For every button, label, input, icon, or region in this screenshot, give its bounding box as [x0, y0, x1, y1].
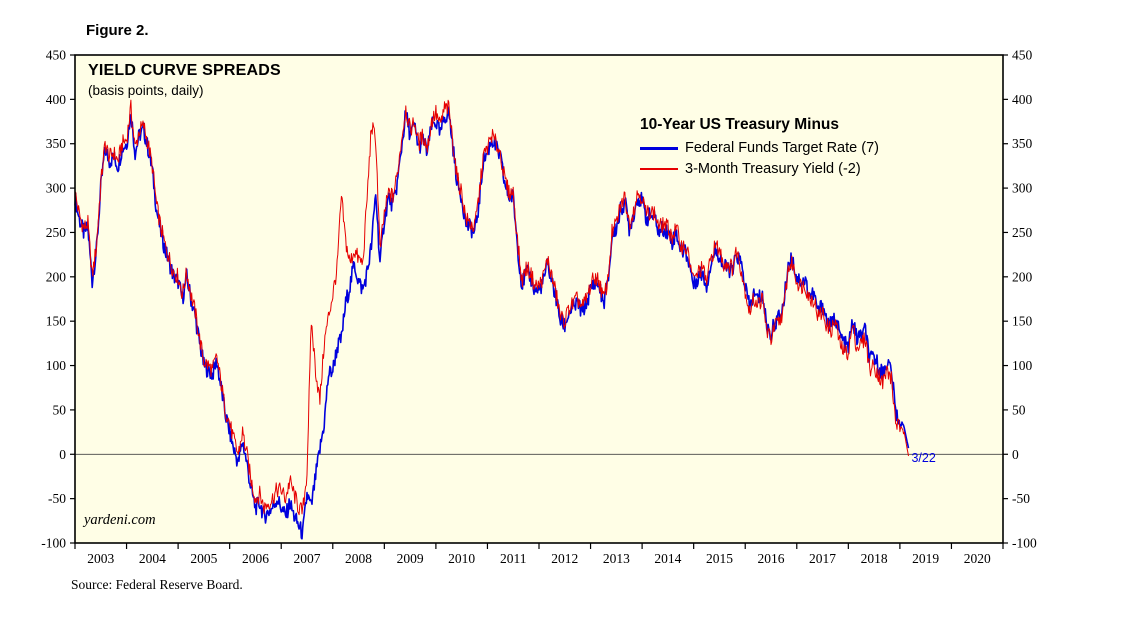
plot-area [75, 55, 1003, 543]
chart-legend: 10-Year US Treasury Minus Federal Funds … [640, 116, 879, 177]
watermark-yardeni: yardeni.com [84, 512, 156, 528]
x-axis-year-label: 2003 [87, 551, 114, 566]
legend-heading: 10-Year US Treasury Minus [640, 116, 840, 133]
y-axis-label-left: 400 [46, 92, 67, 107]
x-axis-year-label: 2013 [603, 551, 630, 566]
y-axis-label-left: 350 [46, 136, 67, 151]
end-date-annotation: 3/22 [911, 451, 935, 465]
source-note: Source: Federal Reserve Board. [71, 577, 243, 592]
y-axis-label-right: 250 [1012, 225, 1033, 240]
chart-title: YIELD CURVE SPREADS [88, 62, 281, 79]
x-axis-year-label: 2009 [397, 551, 424, 566]
y-axis-label-right: 450 [1012, 48, 1033, 63]
red-line-sample-icon [640, 168, 678, 170]
x-axis-year-label: 2016 [758, 551, 785, 566]
x-axis-year-label: 2012 [551, 551, 578, 566]
y-axis-label-left: 450 [46, 48, 67, 63]
legend-label-3-month: 3-Month Treasury Yield (-2) [685, 161, 861, 177]
y-axis-label-left: -50 [48, 491, 66, 506]
x-axis-year-label: 2020 [964, 551, 991, 566]
blue-line-sample-icon [640, 146, 678, 150]
x-axis-year-label: 2007 [294, 551, 321, 566]
legend-label-fed-funds: Federal Funds Target Rate (7) [685, 140, 879, 156]
x-axis-year-label: 2008 [345, 551, 372, 566]
x-axis-year-label: 2019 [912, 551, 939, 566]
y-axis-label-left: 0 [59, 447, 66, 462]
legend-item-fed-funds: Federal Funds Target Rate (7) [640, 140, 879, 156]
x-axis-year-label: 2017 [809, 551, 836, 566]
y-axis-label-left: -100 [41, 536, 66, 551]
y-axis-label-right: 300 [1012, 181, 1033, 196]
y-axis-label-right: 200 [1012, 269, 1033, 284]
x-axis-year-label: 2010 [448, 551, 475, 566]
y-axis-label-left: 200 [46, 269, 67, 284]
y-axis-label-right: 50 [1012, 402, 1026, 417]
x-axis-year-label: 2006 [242, 551, 269, 566]
y-axis-label-left: 150 [46, 314, 67, 329]
y-axis-label-right: 400 [1012, 92, 1033, 107]
x-axis-year-label: 2015 [706, 551, 733, 566]
y-axis-label-left: 50 [53, 402, 67, 417]
y-axis-label-right: 0 [1012, 447, 1019, 462]
red-series-line [74, 99, 909, 516]
y-axis-label-right: 100 [1012, 358, 1033, 373]
y-axis-label-left: 100 [46, 358, 67, 373]
chart-subtitle: (basis points, daily) [88, 83, 204, 98]
x-axis-year-label: 2014 [654, 551, 681, 566]
x-axis-year-label: 2004 [139, 551, 166, 566]
y-axis-label-left: 300 [46, 181, 67, 196]
figure-label: Figure 2. [86, 22, 149, 39]
y-axis-label-right: 350 [1012, 136, 1033, 151]
legend-item-3-month: 3-Month Treasury Yield (-2) [640, 161, 879, 177]
y-axis-label-right: -100 [1012, 536, 1037, 551]
y-axis-label-right: 150 [1012, 314, 1033, 329]
x-axis-year-label: 2018 [861, 551, 888, 566]
x-axis-year-label: 2005 [190, 551, 217, 566]
x-axis-year-label: 2011 [500, 551, 527, 566]
y-axis-label-right: -50 [1012, 491, 1030, 506]
y-axis-label-left: 250 [46, 225, 67, 240]
